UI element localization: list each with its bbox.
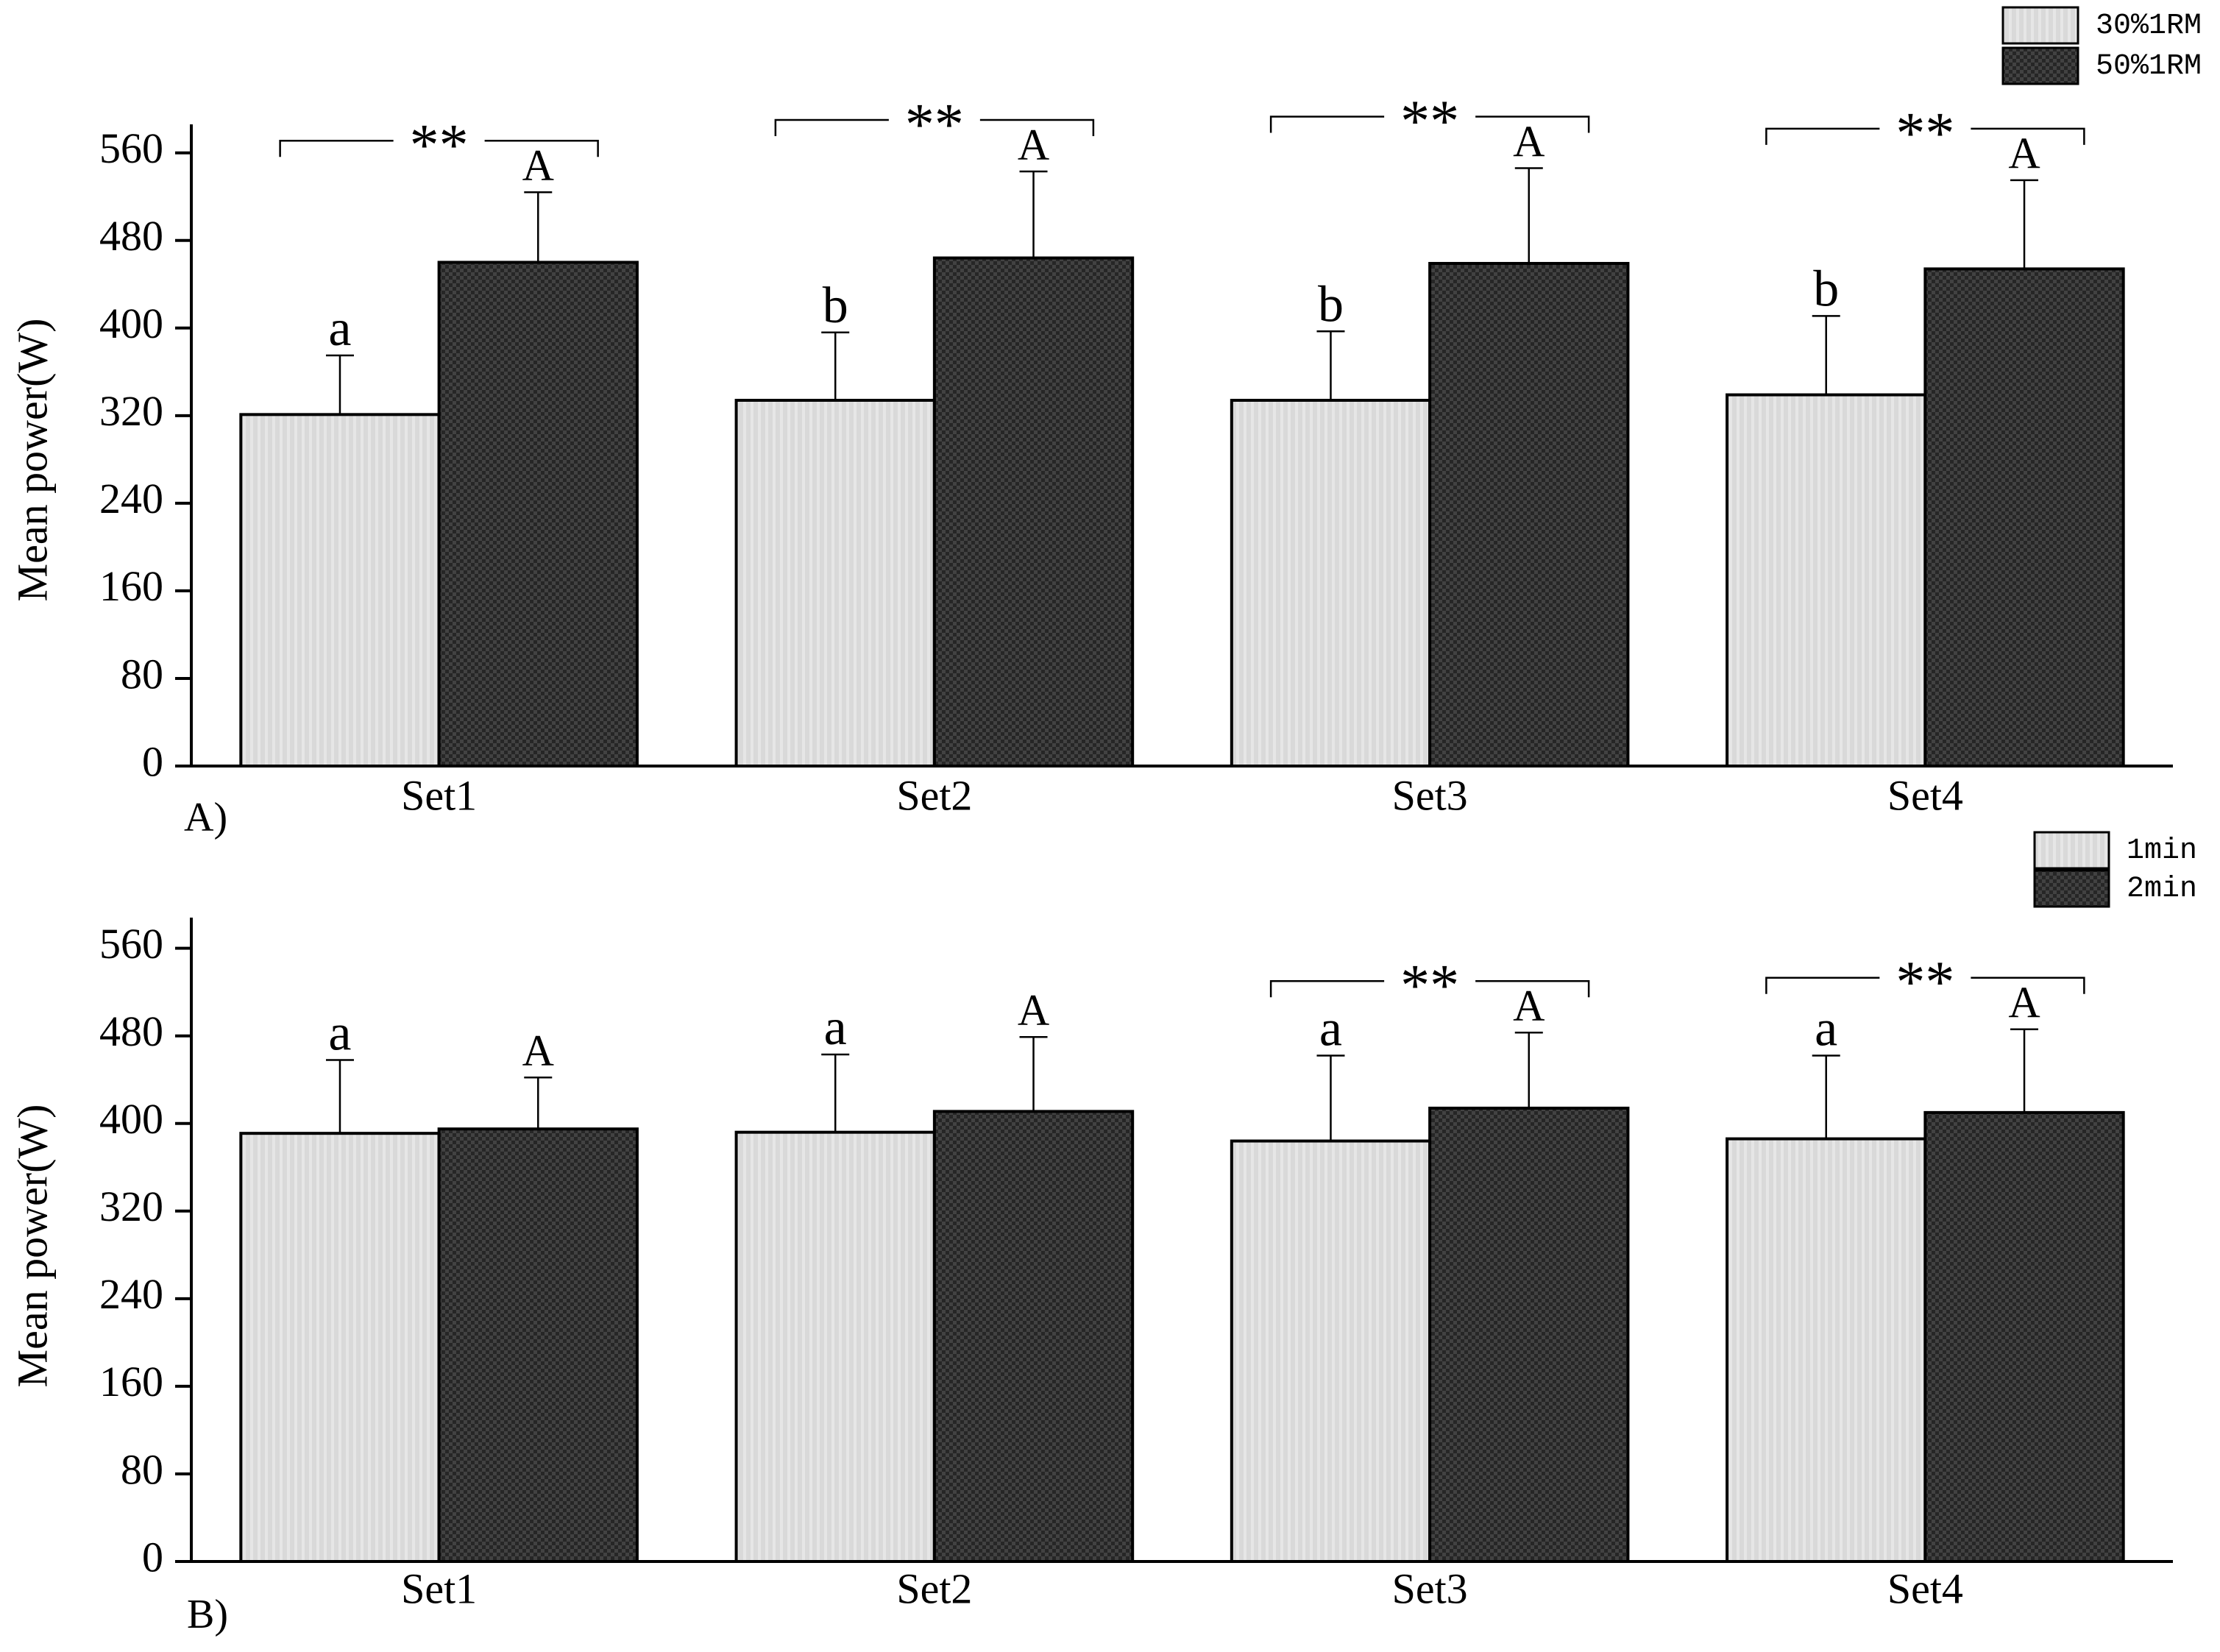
y-tick-label: 240: [99, 1270, 163, 1318]
bar: [1428, 1106, 1630, 1563]
y-tick-label: 400: [99, 1095, 163, 1143]
legend-swatch: [2001, 46, 2079, 85]
y-tick-label: 240: [99, 475, 163, 522]
bar: [239, 1132, 441, 1563]
bar: [734, 398, 936, 767]
significance-bracket: [279, 140, 599, 157]
y-tick-label: 80: [121, 1445, 163, 1493]
y-tick-label: 0: [142, 1533, 163, 1581]
bar: [1428, 261, 1630, 768]
x-tick-label: Set2: [896, 771, 972, 819]
y-tick-label: 80: [121, 650, 163, 698]
significance-label: **: [1895, 101, 1954, 166]
panel-label: B): [187, 1592, 228, 1637]
letter-label: A: [522, 1027, 554, 1075]
y-tick-label: 560: [99, 920, 163, 968]
y-tick-label: 560: [99, 124, 163, 172]
y-tick-label: 480: [99, 1007, 163, 1055]
bar: [734, 1130, 936, 1563]
bar: [239, 413, 441, 767]
y-tick-label: 160: [99, 1358, 163, 1405]
significance-bracket: [1269, 116, 1590, 133]
legend-swatch: [2001, 6, 2079, 45]
x-tick-label: Set4: [1887, 771, 1963, 819]
letter-label: a: [824, 999, 847, 1056]
legend-swatch: [2033, 831, 2110, 870]
significance-label: **: [1895, 950, 1954, 1015]
bar: [1923, 1110, 2125, 1563]
y-axis-title: Mean power(W): [8, 1105, 56, 1388]
bar: [1726, 1137, 1927, 1563]
letter-label: A: [1513, 117, 1545, 166]
x-tick-label: Set3: [1392, 771, 1468, 819]
y-tick-label: 160: [99, 562, 163, 610]
letter-label: a: [328, 1005, 351, 1062]
bar: [1726, 393, 1927, 767]
significance-bracket: [774, 118, 1095, 136]
y-tick-label: 400: [99, 299, 163, 347]
significance-bracket: [1269, 980, 1590, 998]
bar: [1230, 1139, 1432, 1563]
letter-label: A: [1018, 986, 1049, 1035]
legend-swatch: [2033, 869, 2110, 908]
legend-label: 30%1RM: [2096, 10, 2202, 43]
letter-label: a: [1319, 1001, 1342, 1057]
bar: [437, 260, 639, 767]
panel-label: A): [184, 795, 227, 840]
letter-label: b: [1813, 260, 1839, 317]
y-tick-label: 320: [99, 387, 163, 435]
bar: [1230, 398, 1432, 767]
bar: [932, 256, 1135, 767]
x-tick-label: Set2: [896, 1564, 972, 1612]
x-tick-label: Set4: [1887, 1564, 1963, 1612]
letter-label: a: [328, 300, 351, 357]
letter-label: A: [522, 141, 554, 190]
x-tick-label: Set1: [401, 771, 477, 819]
significance-label: **: [410, 113, 469, 178]
significance-bracket: [1765, 976, 2085, 994]
letter-label: b: [823, 277, 848, 334]
significance-label: **: [905, 92, 964, 157]
y-axis-title: Mean power(W): [8, 319, 56, 602]
x-tick-label: Set3: [1392, 1564, 1468, 1612]
letter-label: A: [2008, 130, 2040, 178]
letter-label: A: [1513, 982, 1545, 1030]
letter-label: A: [2008, 979, 2040, 1027]
bar: [1923, 267, 2125, 767]
bar: [932, 1110, 1135, 1563]
y-tick-label: 480: [99, 212, 163, 260]
x-tick-label: Set1: [401, 1564, 477, 1612]
y-tick-label: 320: [99, 1183, 163, 1230]
y-tick-label: 0: [142, 737, 163, 785]
letter-label: a: [1815, 1001, 1837, 1057]
significance-label: **: [1400, 89, 1459, 154]
letter-label: A: [1018, 121, 1049, 169]
letter-label: b: [1318, 276, 1344, 333]
legend-label: 1min: [2127, 834, 2197, 868]
legend-label: 2min: [2127, 873, 2197, 906]
bar: [437, 1127, 639, 1563]
significance-label: **: [1400, 954, 1459, 1018]
significance-bracket: [1765, 127, 2085, 145]
legend-label: 50%1RM: [2096, 50, 2202, 83]
